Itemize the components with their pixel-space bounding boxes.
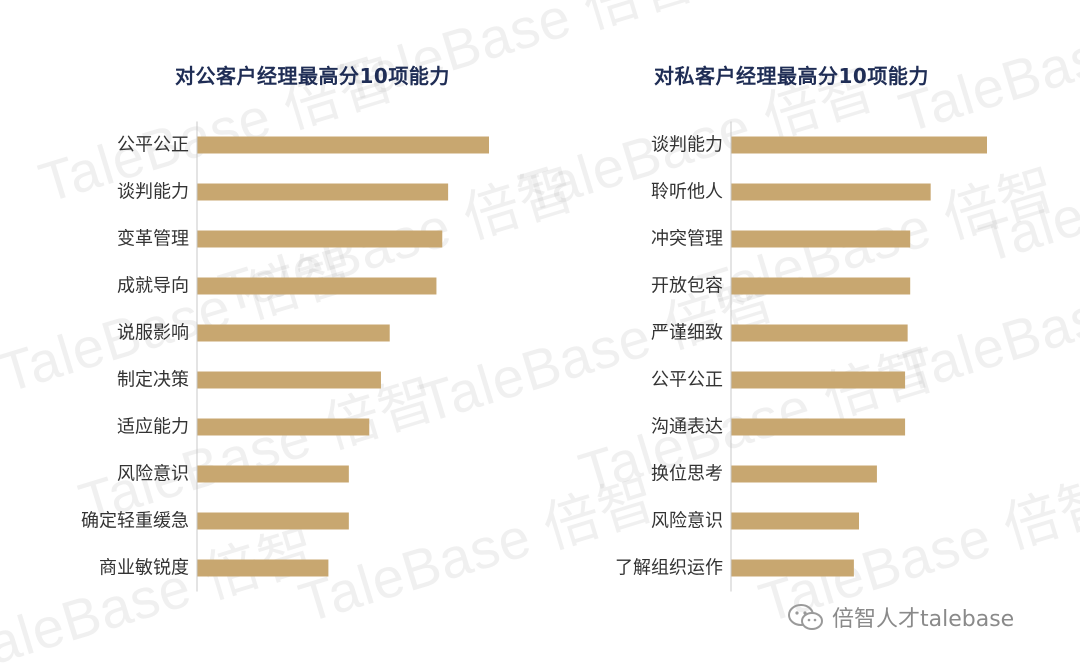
category-label-retail-3: 冲突管理 xyxy=(651,229,723,250)
bar-retail-5 xyxy=(731,324,908,342)
bar-corporate-10 xyxy=(197,559,329,577)
bar-corporate-4 xyxy=(197,277,437,295)
wechat-icon xyxy=(788,604,823,630)
bar-retail-8 xyxy=(731,465,877,483)
category-label-retail-4: 开放包容 xyxy=(651,276,723,297)
category-label-retail-1: 谈判能力 xyxy=(651,135,723,156)
brand-watermark: 倍智人才talebase xyxy=(786,600,1014,634)
chart-title-retail: 对私客户经理最高分10项能力 xyxy=(654,64,929,88)
category-label-corporate-2: 谈判能力 xyxy=(117,182,189,203)
category-label-corporate-1: 公平公正 xyxy=(117,135,189,156)
category-label-corporate-8: 风险意识 xyxy=(117,464,189,485)
bar-retail-2 xyxy=(731,183,931,201)
bar-corporate-6 xyxy=(197,371,381,389)
bar-retail-4 xyxy=(731,277,911,295)
bar-retail-6 xyxy=(731,371,906,389)
bar-retail-10 xyxy=(731,559,854,577)
bar-corporate-8 xyxy=(197,465,349,483)
bar-corporate-1 xyxy=(197,136,489,154)
chart-title-corporate: 对公客户经理最高分10项能力 xyxy=(175,64,450,88)
category-label-retail-6: 公平公正 xyxy=(651,370,723,391)
category-label-corporate-5: 说服影响 xyxy=(117,323,189,344)
category-label-retail-5: 严谨细致 xyxy=(651,323,723,344)
bar-corporate-3 xyxy=(197,230,443,248)
category-label-corporate-6: 制定决策 xyxy=(117,370,189,391)
chart-panel-retail: 对私客户经理最高分10项能力 谈判能力聆听他人冲突管理开放包容严谨细致公平公正沟… xyxy=(540,0,1080,600)
category-label-retail-7: 沟通表达 xyxy=(651,417,723,438)
category-label-corporate-3: 变革管理 xyxy=(117,229,189,250)
category-label-retail-2: 聆听他人 xyxy=(651,182,723,203)
brand-text: 倍智人才talebase xyxy=(832,607,1015,632)
category-label-retail-9: 风险意识 xyxy=(651,511,723,532)
chart-panel-corporate: 对公客户经理最高分10项能力 公平公正谈判能力变革管理成就导向说服影响制定决策适… xyxy=(0,0,540,600)
bar-chart-retail: 谈判能力聆听他人冲突管理开放包容严谨细致公平公正沟通表达换位思考风险意识了解组织… xyxy=(615,121,987,592)
bar-corporate-5 xyxy=(197,324,390,342)
bar-retail-3 xyxy=(731,230,911,248)
category-label-retail-10: 了解组织运作 xyxy=(615,558,723,579)
category-label-corporate-10: 商业敏锐度 xyxy=(99,558,189,579)
category-label-corporate-9: 确定轻重缓急 xyxy=(81,511,189,532)
bar-retail-7 xyxy=(731,418,906,436)
category-label-corporate-4: 成就导向 xyxy=(117,276,189,297)
bar-retail-1 xyxy=(731,136,987,154)
bar-corporate-9 xyxy=(197,512,349,530)
category-label-corporate-7: 适应能力 xyxy=(117,417,189,438)
bar-chart-corporate: 公平公正谈判能力变革管理成就导向说服影响制定决策适应能力风险意识确定轻重缓急商业… xyxy=(81,121,489,592)
bar-retail-9 xyxy=(731,512,859,530)
category-label-retail-8: 换位思考 xyxy=(651,464,723,485)
bar-corporate-2 xyxy=(197,183,449,201)
bar-corporate-7 xyxy=(197,418,370,436)
